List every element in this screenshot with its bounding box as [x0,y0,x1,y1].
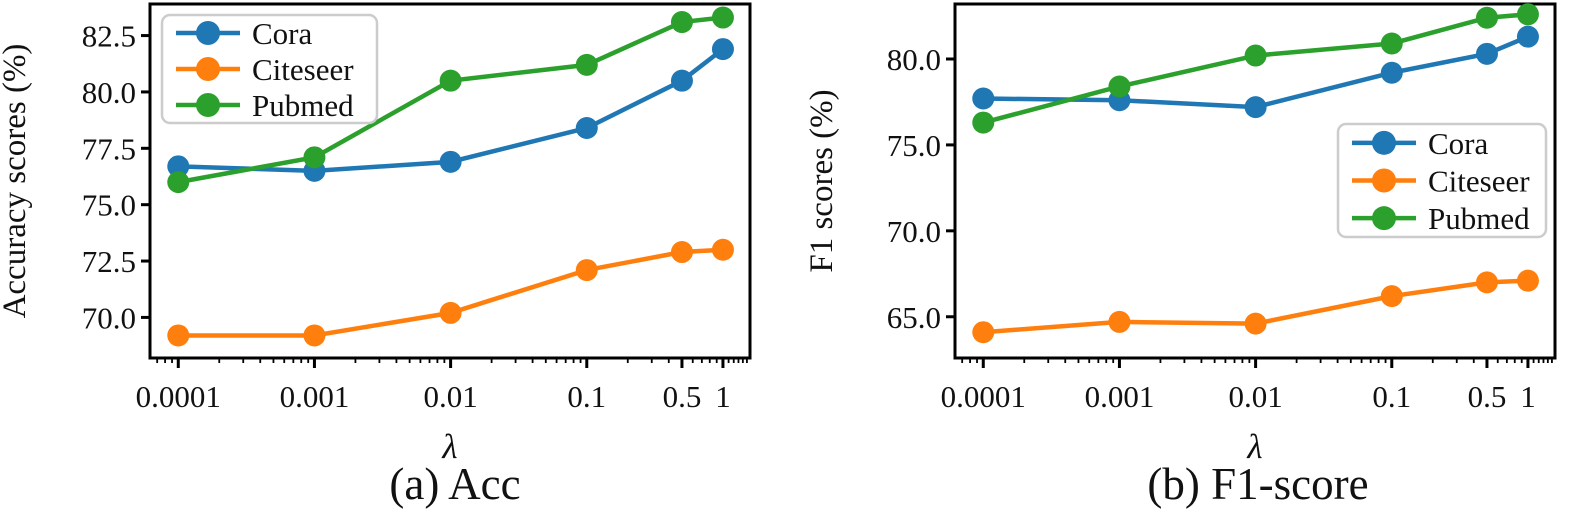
series-pubmed [167,6,734,194]
data-point-marker [972,111,995,134]
y-tick-label: 70.0 [887,214,941,249]
data-point-marker [670,69,693,92]
legend-label: Citeseer [1428,164,1530,199]
x-axis-label: λ [1246,427,1262,466]
legend-marker [196,57,220,81]
x-tick-label: 0.0001 [941,379,1026,414]
y-axis-label: Accuracy scores (%) [0,44,33,319]
data-point-marker [167,171,190,194]
axis-f1: 0.0001 0.001 0.01 0.1 0.5 1 65.0 70.0 75.0 80.0 [887,2,1557,414]
x-tick-label: 0.01 [1228,379,1282,414]
x-tick-label: 0.5 [663,379,702,414]
data-point-marker [575,117,598,140]
data-point-marker [1380,32,1403,55]
data-point-marker [1516,25,1539,48]
x-tick-label: 0.1 [1372,379,1411,414]
panel-accuracy-chart: 0.0001 0.001 0.01 0.1 0.5 1 70.0 72.5 75.0 77.5 80… [0,0,787,523]
data-point-marker [1475,6,1498,29]
legend-label: Cora [252,16,313,51]
data-point-marker [167,324,190,347]
series-cora [972,25,1539,119]
y-axis-label: F1 scores (%) [804,89,840,272]
x-axis-label: λ [441,427,457,466]
caption-f1: (b) F1-score [1147,459,1369,509]
legend-label: Pubmed [252,88,354,123]
x-tick-label: 1 [1520,379,1536,414]
y-tick-label: 80.0 [82,75,136,110]
data-point-marker [1516,3,1539,26]
data-point-marker [972,321,995,344]
data-point-marker [670,241,693,264]
series-pubmed [972,3,1539,134]
x-tick-label: 1 [715,379,731,414]
data-point-marker [1244,312,1267,335]
data-point-marker [1516,269,1539,292]
x-tick-label: 0.1 [567,379,606,414]
data-point-marker [439,301,462,324]
data-point-marker [1380,285,1403,308]
y-tick-label: 75.0 [82,188,136,223]
series-citeseer [972,269,1539,344]
data-point-marker [1380,61,1403,84]
y-tick-label: 77.5 [82,131,136,166]
data-point-marker [1244,44,1267,67]
y-tick-label: 70.0 [82,300,136,335]
data-point-marker [1475,271,1498,294]
legend-label: Citeseer [252,52,354,87]
data-point-marker [670,11,693,34]
data-point-marker [167,155,190,178]
legend-marker [1372,130,1396,155]
data-point-marker [711,6,734,29]
data-point-marker [1108,75,1131,98]
legend-marker [196,21,220,45]
legend-marker [1372,206,1396,231]
legend-marker [196,93,220,117]
data-point-marker [1475,42,1498,65]
x-tick-label: 0.5 [1468,379,1507,414]
x-tick-label: 0.01 [423,379,477,414]
y-tick-label: 65.0 [887,300,941,335]
data-point-marker [303,324,326,347]
panel-f1-chart: 0.0001 0.001 0.01 0.1 0.5 1 65.0 70.0 75.0 80.0 F1… [787,0,1575,523]
accuracy-line-chart: 0.0001 0.001 0.01 0.1 0.5 1 70.0 72.5 75.0 77.5 80… [0,2,752,466]
x-tick-label: 0.0001 [136,379,221,414]
caption-acc: (a) Acc [389,459,521,509]
data-point-marker [575,259,598,282]
data-point-marker [439,150,462,173]
y-tick-label: 72.5 [82,244,136,279]
legend-marker [1372,168,1396,193]
series-citeseer [167,238,734,347]
data-point-marker [972,87,995,110]
f1-line-chart: 0.0001 0.001 0.01 0.1 0.5 1 65.0 70.0 75.0 80.0 F1… [804,2,1557,466]
data-point-marker [303,146,326,169]
axis-acc: 0.0001 0.001 0.01 0.1 0.5 1 70.0 72.5 75.0 77.5 80… [82,2,752,414]
legend-label: Pubmed [1428,201,1530,236]
legend-label: Cora [1428,126,1489,161]
data-point-marker [575,53,598,76]
x-tick-label: 0.001 [280,379,350,414]
data-point-marker [439,69,462,92]
data-point-marker [1108,310,1131,333]
x-tick-label: 0.001 [1085,379,1155,414]
y-tick-label: 80.0 [887,42,941,77]
y-tick-label: 75.0 [887,128,941,163]
data-point-marker [711,238,734,261]
y-tick-label: 82.5 [82,19,136,54]
data-point-marker [711,38,734,61]
data-point-marker [1244,96,1267,119]
